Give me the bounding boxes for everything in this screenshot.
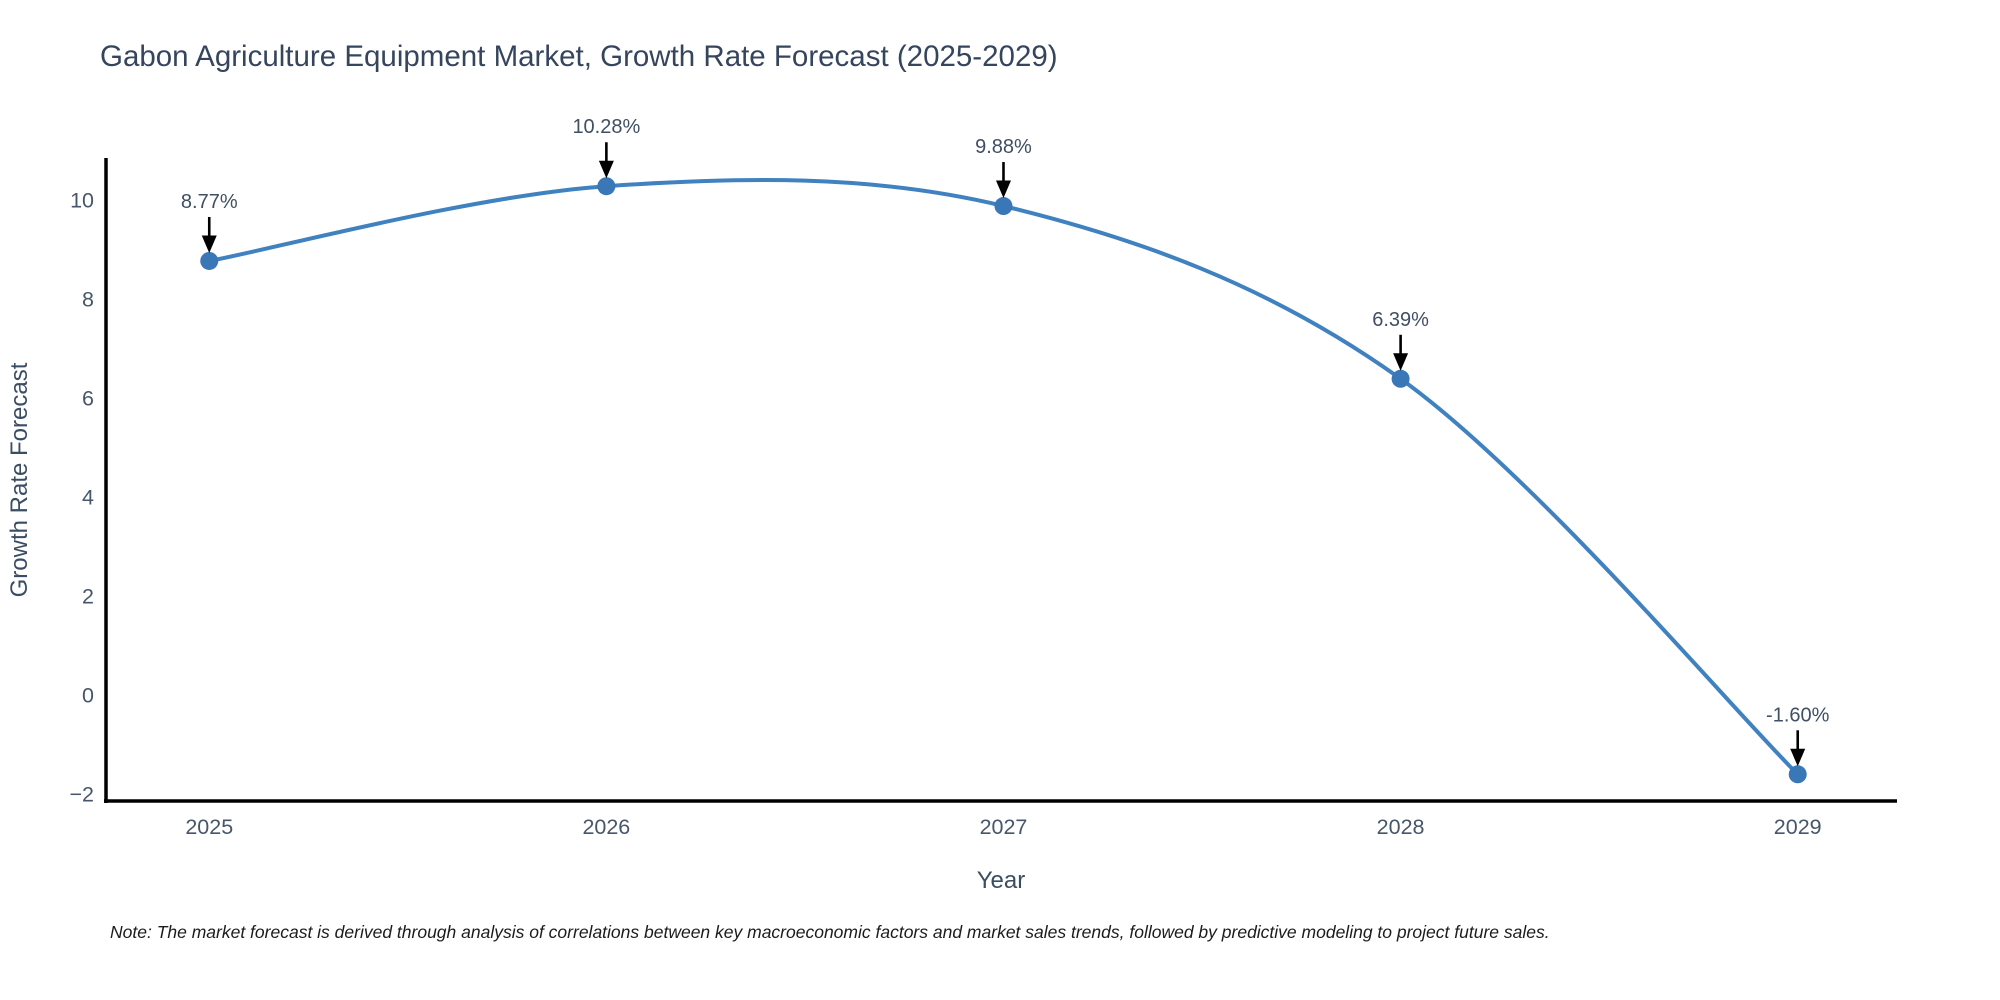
series-growth-rate xyxy=(200,177,1807,784)
annotation-arrowhead-icon xyxy=(201,235,217,253)
x-axis-title: Year xyxy=(977,867,1026,894)
annotation-value-label: 10.28% xyxy=(572,116,640,138)
annotation-2029: -1.60% xyxy=(1766,704,1830,767)
y-tick-label-0: 0 xyxy=(82,684,94,708)
x-tick-label-2026: 2026 xyxy=(582,815,630,839)
annotation-2026: 10.28% xyxy=(572,116,640,179)
data-point-annotations: 8.77% 10.28% 9.88% 6.39% -1.60% xyxy=(181,116,1830,767)
annotation-2025: 8.77% xyxy=(181,191,238,253)
annotation-arrowhead-icon xyxy=(1790,748,1806,767)
data-point-2029 xyxy=(1788,765,1807,784)
x-tick-label-2028: 2028 xyxy=(1377,815,1425,839)
annotation-value-label: 9.88% xyxy=(975,136,1032,158)
annotation-value-label: -1.60% xyxy=(1766,704,1830,726)
y-tick-label-−2: −2 xyxy=(69,783,94,807)
x-axis-tick-labels: 2025 2026 2027 2028 2029 xyxy=(185,815,1821,839)
data-point-2025 xyxy=(200,251,219,270)
y-axis-title: Growth Rate Forecast xyxy=(6,362,33,597)
y-tick-label-8: 8 xyxy=(82,288,94,312)
y-axis-tick-labels: −2 0 2 4 6 8 10 xyxy=(69,189,94,807)
footnote: Note: The market forecast is derived thr… xyxy=(110,922,1550,942)
data-point-2026 xyxy=(597,177,616,196)
x-tick-label-2025: 2025 xyxy=(185,815,233,839)
annotation-arrowhead-icon xyxy=(598,160,614,179)
annotation-2027: 9.88% xyxy=(975,136,1032,199)
y-tick-label-2: 2 xyxy=(82,585,94,609)
annotation-arrowhead-icon xyxy=(1393,353,1409,371)
chart-title: Gabon Agriculture Equipment Market, Grow… xyxy=(100,40,1058,73)
x-tick-label-2029: 2029 xyxy=(1774,815,1822,839)
series-line xyxy=(207,177,1800,777)
x-tick-label-2027: 2027 xyxy=(980,815,1028,839)
annotation-value-label: 6.39% xyxy=(1372,309,1429,331)
annotation-value-label: 8.77% xyxy=(181,191,238,213)
data-point-2027 xyxy=(994,197,1013,216)
y-tick-label-10: 10 xyxy=(70,189,94,213)
annotation-2028: 6.39% xyxy=(1372,309,1429,371)
data-point-2028 xyxy=(1391,369,1410,388)
y-tick-label-6: 6 xyxy=(82,387,94,411)
annotation-arrowhead-icon xyxy=(995,180,1011,199)
y-tick-label-4: 4 xyxy=(82,486,94,510)
